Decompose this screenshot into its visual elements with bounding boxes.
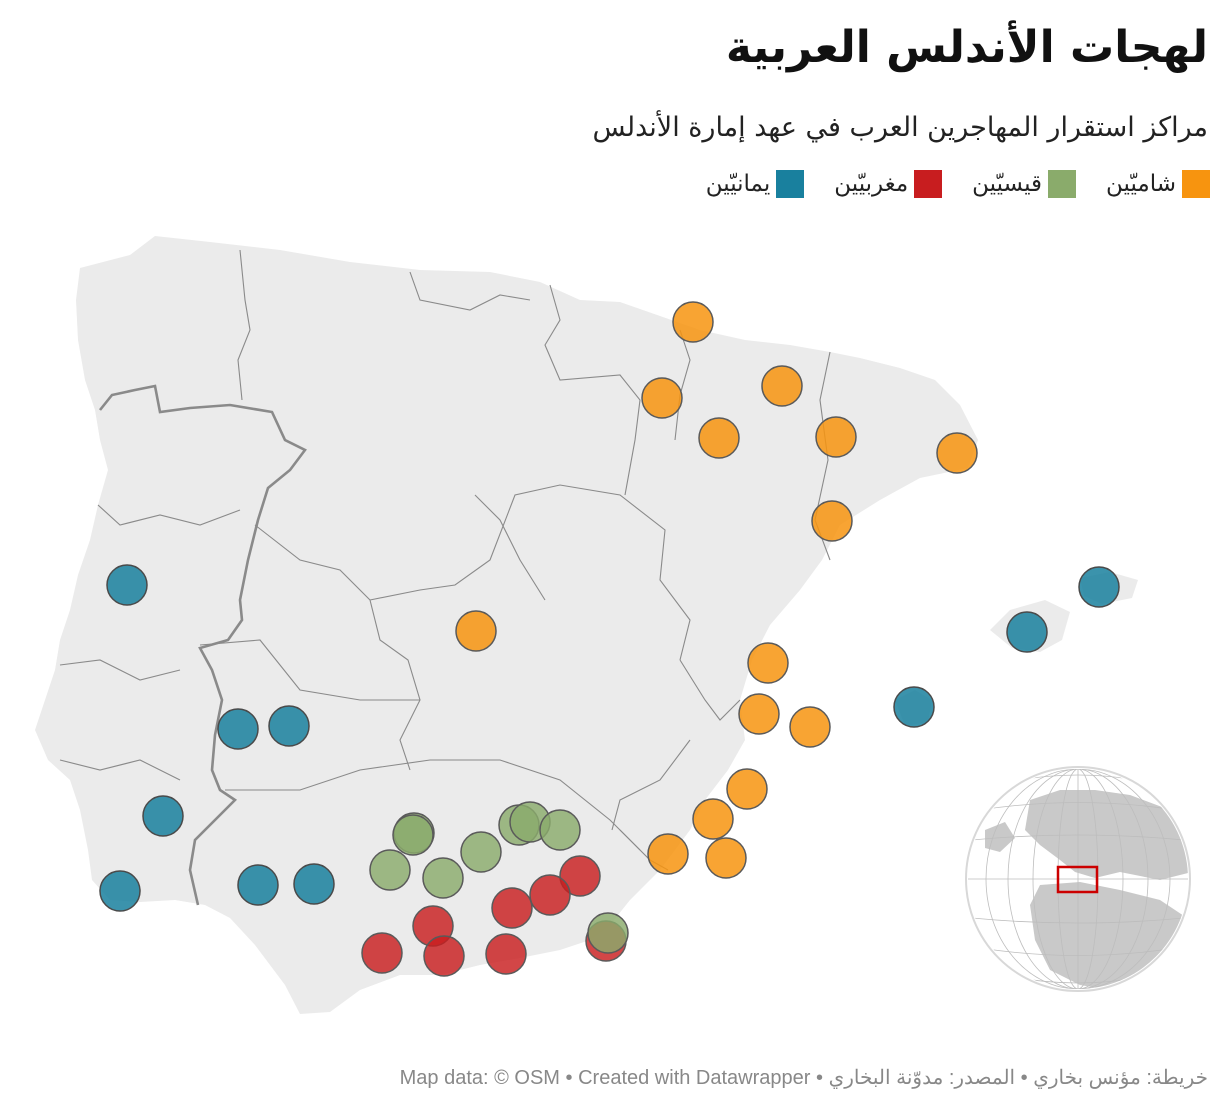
legend-item-maghrebi: مغربيّين	[834, 170, 943, 198]
map-marker	[268, 705, 310, 747]
levantine-markers	[455, 301, 978, 879]
portugal-spain-border	[98, 384, 307, 906]
map-marker	[422, 857, 464, 899]
map-marker	[672, 301, 714, 343]
legend-swatch-qaysi	[1048, 170, 1076, 198]
map-marker	[893, 686, 935, 728]
map-marker	[423, 935, 465, 977]
footer-credits: خريطة: مؤنس بخاري • المصدر: مدوّنة البخا…	[399, 1067, 1208, 1089]
map-marker	[726, 768, 768, 810]
footer-map-data[interactable]: Map data: © OSM	[399, 1067, 560, 1089]
map-marker	[1078, 566, 1120, 608]
map-marker	[106, 564, 148, 606]
map-marker	[936, 432, 978, 474]
iberian-peninsula-land	[35, 236, 978, 1014]
footer-source: المصدر: مدوّنة البخاري	[828, 1067, 1016, 1089]
map-marker	[491, 887, 533, 929]
legend-swatch-yemeni	[776, 170, 805, 198]
map-marker	[811, 500, 853, 542]
legend-item-levantine: شاميّين	[1106, 170, 1210, 198]
map-marker	[361, 932, 403, 974]
map-marker	[705, 837, 747, 879]
inset-locator-frame	[1056, 865, 1099, 894]
map-marker	[641, 377, 683, 419]
map-marker	[559, 855, 601, 897]
map-marker	[747, 642, 789, 684]
map-marker	[455, 610, 497, 652]
legend-label-qaysi: قيسيّين	[972, 171, 1042, 197]
map-marker	[587, 912, 629, 954]
map-marker	[692, 798, 734, 840]
map-marker	[529, 874, 571, 916]
map-marker	[142, 795, 184, 837]
legend-label-maghrebi: مغربيّين	[834, 171, 909, 197]
map-marker	[485, 933, 527, 975]
globe-locator-icon	[965, 766, 1191, 992]
legend-item-qaysi: قيسيّين	[972, 170, 1076, 198]
legend-swatch-levantine	[1182, 170, 1210, 198]
map-marker	[539, 809, 581, 851]
map-marker	[738, 693, 780, 735]
footer-credit: خريطة: مؤنس بخاري	[1033, 1067, 1208, 1089]
map-marker	[761, 365, 803, 407]
map-marker	[99, 870, 141, 912]
map-marker	[1006, 611, 1048, 653]
map-marker	[698, 417, 740, 459]
map-marker	[217, 708, 259, 750]
map-marker	[815, 416, 857, 458]
map-marker	[369, 849, 411, 891]
map-marker	[460, 831, 502, 873]
legend: شاميّين قيسيّين مغربيّين يمانيّين	[706, 170, 1210, 198]
map-marker	[392, 814, 434, 856]
iberia-map	[35, 236, 1191, 1014]
map-marker	[293, 863, 335, 905]
legend-item-yemeni: يمانيّين	[706, 170, 805, 198]
footer-tool[interactable]: Created with Datawrapper	[578, 1067, 811, 1089]
qaysi-markers	[369, 801, 629, 954]
yemeni-markers	[99, 564, 1120, 912]
map-title: لهجات الأندلس العربية	[725, 22, 1208, 73]
map-marker	[237, 864, 279, 906]
legend-label-yemeni: يمانيّين	[705, 171, 771, 197]
map-marker	[789, 706, 831, 748]
map-subtitle: مراكز استقرار المهاجرين العرب في عهد إما…	[592, 112, 1208, 143]
map-marker	[647, 833, 689, 875]
legend-swatch-maghrebi	[914, 170, 943, 198]
legend-label-levantine: شاميّين	[1106, 171, 1176, 197]
